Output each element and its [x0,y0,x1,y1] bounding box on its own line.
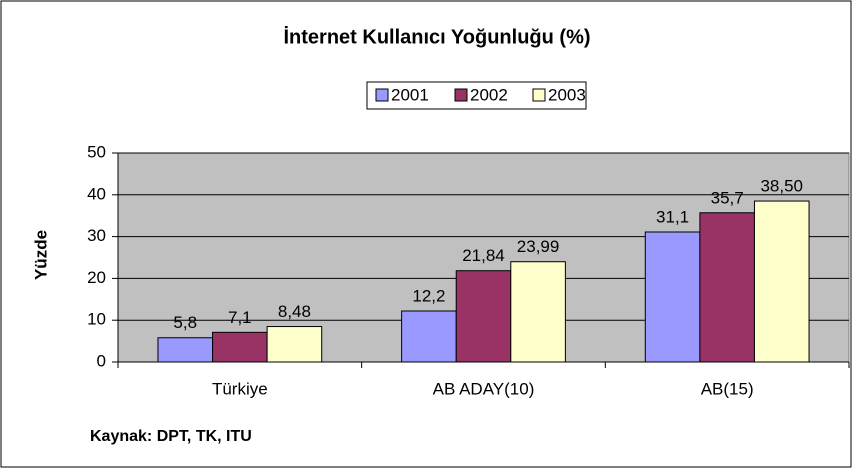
y-tick-label: 10 [87,310,106,329]
chart-title: İnternet Kullanıcı Yoğunluğu (%) [283,25,590,48]
y-tick-label: 40 [87,184,106,203]
data-label: 12,2 [412,286,445,305]
legend-box [366,81,587,110]
bar [401,310,457,363]
legend-label: 2002 [470,85,508,104]
data-label: 8,48 [278,302,311,321]
legend-swatch [375,88,389,102]
bar [266,326,323,363]
x-tick-label: Türkiye [212,379,268,398]
y-tick-label: 0 [97,351,106,370]
y-tick-label: 50 [87,142,106,161]
source-note: Kaynak: DPT, TK, ITU [90,428,252,445]
legend-swatch [532,88,546,102]
x-tick-label: AB(15) [701,379,754,398]
data-label: 31,1 [656,207,689,226]
data-label: 38,50 [760,177,803,196]
bar [644,231,701,363]
bar [157,337,214,363]
y-tick-label: 20 [87,268,106,287]
bar [212,331,268,363]
legend-label: 2001 [391,85,429,104]
data-label: 7,1 [228,308,252,327]
x-tick-label: AB ADAY(10) [433,379,535,398]
bar [510,261,566,363]
y-tick-label: 30 [87,226,106,245]
data-label: 35,7 [711,188,744,207]
legend-label: 2003 [548,85,586,104]
bar [753,200,810,363]
y-axis-label: Yüzde [31,230,50,280]
data-label: 23,99 [517,237,560,256]
bar [455,270,512,363]
legend-swatch [454,88,468,102]
data-label: 21,84 [462,246,505,265]
data-label: 5,8 [173,313,197,332]
bar [699,212,755,363]
